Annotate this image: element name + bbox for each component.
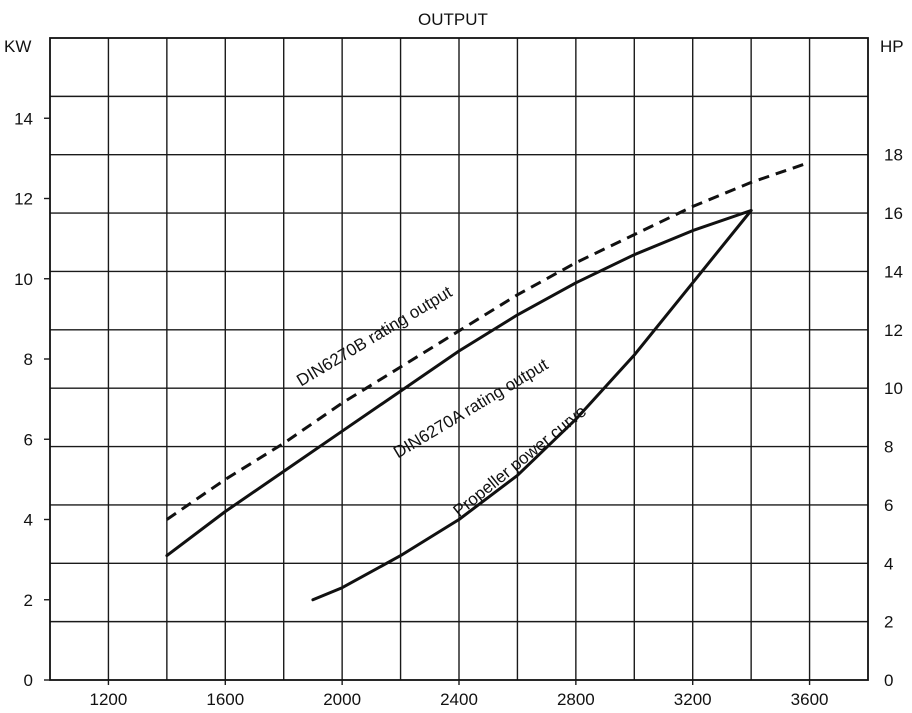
right-y-tick-label: 18	[884, 146, 903, 165]
left-axis-unit-label: KW	[4, 37, 31, 56]
series-layer	[165, 160, 811, 602]
right-y-tick-label: 4	[884, 554, 893, 573]
left-y-tick-label: 8	[24, 350, 33, 369]
right-y-tick-label: 12	[884, 321, 903, 340]
series-line-din6270b-rating-output	[166, 160, 811, 521]
chart-title: OUTPUT	[418, 10, 488, 29]
series-line-propeller-power-curve	[311, 209, 753, 602]
right-y-tick-label: 0	[884, 671, 893, 690]
right-y-tick-label: 6	[884, 496, 893, 515]
x-tick-label: 1600	[206, 690, 244, 709]
grid-layer	[49, 37, 869, 681]
tick-layer: 1200 1600 2000 2400 2800 3200 3600 0 2 4 6 8 10 12 14 0…	[14, 109, 903, 709]
left-y-tick-label: 14	[14, 109, 33, 128]
right-y-tick-label: 10	[884, 379, 903, 398]
x-tick-label: 2400	[440, 690, 478, 709]
right-axis-unit-label: HP	[880, 37, 904, 56]
left-y-tick-label: 0	[24, 671, 33, 690]
x-tick-label: 3200	[674, 690, 712, 709]
right-y-tick-label: 8	[884, 438, 893, 457]
x-tick-label: 1200	[90, 690, 128, 709]
x-tick-label: 3600	[791, 690, 829, 709]
x-tick-label: 2800	[557, 690, 595, 709]
left-y-tick-label: 6	[24, 430, 33, 449]
x-tick-label: 2000	[323, 690, 361, 709]
left-y-tick-label: 4	[24, 511, 33, 530]
left-y-tick-label: 2	[24, 591, 33, 610]
series-line-din6270a-rating-output	[165, 209, 753, 558]
curve-label: DIN6270B rating output	[293, 282, 455, 390]
right-y-tick-label: 14	[884, 262, 903, 281]
left-y-tick-label: 12	[14, 190, 33, 209]
left-y-tick-label: 10	[14, 270, 33, 289]
right-y-tick-label: 2	[884, 613, 893, 632]
right-y-tick-label: 16	[884, 204, 903, 223]
